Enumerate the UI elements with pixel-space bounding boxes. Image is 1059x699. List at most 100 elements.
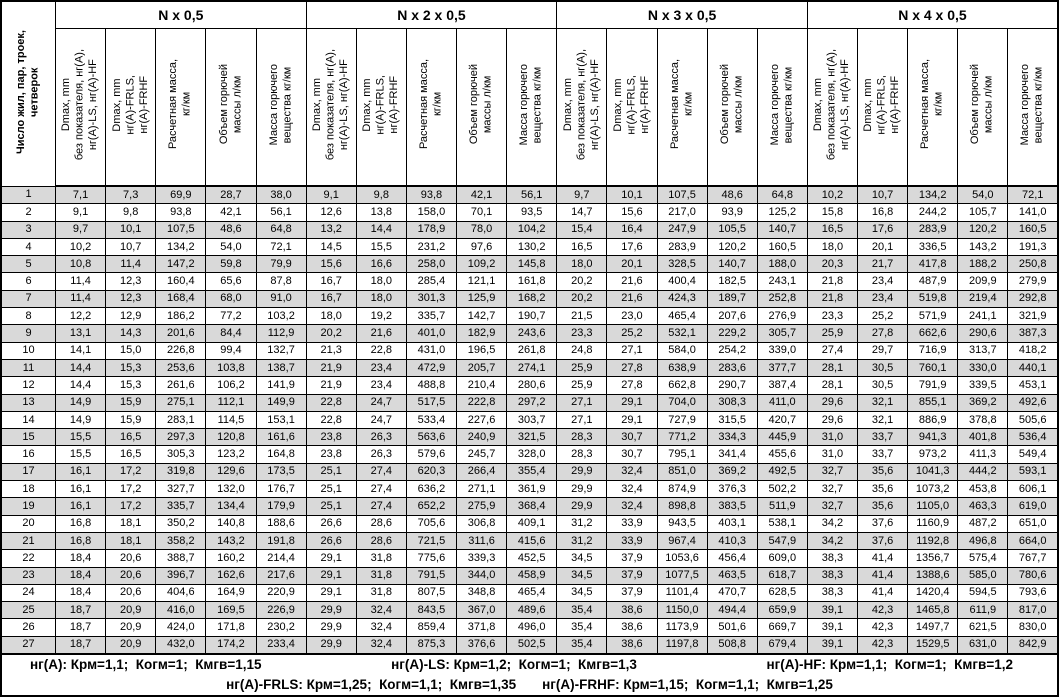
table-cell: 160,5 — [1007, 220, 1059, 239]
table-cell: 15,4 — [556, 220, 608, 239]
table-row: 5 10,8 11,4 147,2 59,8 79,9 15,6 16,6 258,0 109,2… — [0, 255, 1059, 274]
table-cell: 38,6 — [606, 601, 658, 620]
table-cell: 455,6 — [756, 445, 808, 464]
table-cell: 621,5 — [957, 618, 1009, 637]
column-header-row: Dmax, mm без показателя, нг(А), нг(А)-LS… — [1, 28, 1059, 187]
table-cell: 875,3 — [405, 635, 458, 655]
table-cell: 10,2 — [806, 185, 859, 205]
column-header-label: Масса горючего вещества кг/км — [518, 63, 544, 146]
column-header-label: Расчетная масса, кг/км — [418, 59, 444, 150]
row-number: 6 — [0, 272, 56, 291]
table-cell: 501,6 — [706, 618, 758, 637]
table-cell: 29,9 — [556, 497, 608, 516]
table-cell: 130,2 — [506, 237, 558, 257]
table-cell: 943,5 — [656, 514, 708, 533]
table-row: 1 7,1 7,3 69,9 28,7 38,0 9,1 9,8 93,8 42,1 56,1 9,7… — [0, 185, 1059, 205]
table-cell: 103,8 — [205, 358, 257, 378]
table-cell: 243,6 — [506, 324, 558, 343]
table-cell: 20,6 — [105, 566, 157, 585]
table-cell: 121,1 — [455, 272, 508, 291]
row-number: 22 — [0, 549, 56, 568]
table-cell: 266,4 — [455, 462, 508, 482]
table-cell: 29,9 — [556, 462, 608, 482]
table-cell: 453,8 — [957, 480, 1009, 499]
table-cell: 283,6 — [706, 358, 758, 378]
table-cell: 10,1 — [606, 185, 658, 205]
table-cell: 297,3 — [155, 428, 207, 447]
table-cell: 1465,8 — [907, 601, 959, 620]
table-cell: 21,6 — [355, 324, 407, 343]
table-cell: 716,9 — [907, 341, 959, 360]
table-cell: 99,4 — [205, 341, 257, 360]
table-cell: 217,0 — [656, 203, 708, 222]
table-cell: 26,6 — [305, 514, 357, 533]
table-cell: 109,2 — [455, 255, 508, 274]
table-cell: 31,8 — [355, 566, 407, 585]
coefficient-note: нг(А)-HF: Крм=1,1; Когм=1; Кмгв=1,2 — [766, 657, 1013, 673]
table-cell: 250,8 — [1007, 255, 1059, 274]
column-header-label: Dmax, mm без показателя, нг(А), нг(А)-LS… — [812, 48, 852, 161]
table-cell: 179,9 — [255, 497, 307, 516]
table-cell: 173,5 — [255, 462, 307, 482]
table-cell: 227,6 — [455, 410, 508, 430]
table-cell: 9,7 — [556, 185, 608, 205]
table-cell: 77,2 — [205, 307, 257, 326]
table-cell: 20,9 — [105, 618, 157, 637]
table-cell: 335,7 — [405, 307, 458, 326]
table-cell: 452,5 — [506, 549, 558, 568]
table-cell: 532,1 — [656, 324, 708, 343]
table-cell: 48,6 — [205, 220, 257, 239]
table-cell: 659,9 — [756, 601, 808, 620]
table-cell: 26,6 — [305, 531, 357, 551]
table-cell: 511,9 — [756, 497, 808, 516]
table-cell: 222,8 — [455, 393, 508, 412]
table-cell: 147,2 — [155, 255, 207, 274]
table-cell: 1105,0 — [907, 497, 959, 516]
table-row: 4 10,2 10,7 134,2 54,0 72,1 14,5 15,5 231,2 97,6 1… — [0, 237, 1059, 257]
table-cell: 13,2 — [305, 220, 357, 239]
table-cell: 487,2 — [957, 514, 1009, 533]
table-cell: 23,4 — [856, 272, 909, 291]
table-cell: 606,1 — [1007, 480, 1059, 499]
table-footer: нг(А): Крм=1,1; Когм=1; Кмгв=1,15 нг(А)-L… — [0, 653, 1059, 697]
table-cell: 855,1 — [907, 393, 959, 412]
table-cell: 874,9 — [656, 480, 708, 499]
table-cell: 9,1 — [54, 203, 107, 222]
column-header-label: Масса горючего вещества кг/км — [267, 63, 294, 146]
table-cell: 9,1 — [305, 185, 357, 205]
table-cell: 1077,5 — [656, 566, 708, 585]
table-cell: 210,4 — [455, 376, 508, 395]
table-cell: 18,4 — [54, 583, 107, 603]
table-cell: 15,3 — [105, 358, 157, 378]
table-cell: 311,6 — [455, 531, 508, 551]
table-cell: 37,9 — [606, 583, 658, 603]
table-cell: 807,5 — [405, 583, 458, 603]
table-cell: 70,1 — [455, 203, 508, 222]
row-number: 5 — [0, 255, 56, 274]
table-cell: 188,6 — [255, 514, 307, 533]
table-cell: 153,1 — [255, 410, 307, 430]
column-header: Масса горючего вещества кг/км — [506, 28, 558, 187]
table-cell: 32,7 — [806, 462, 859, 482]
table-row: 8 12,2 12,9 186,2 77,2 103,2 18,0 19,2 335,7 142,… — [0, 307, 1059, 326]
table-cell: 103,2 — [255, 307, 307, 326]
column-header: Расчетная масса, кг/км — [405, 28, 458, 187]
table-cell: 32,1 — [856, 410, 909, 430]
table-cell: 141,0 — [1007, 203, 1059, 222]
table-cell: 32,7 — [806, 480, 859, 499]
table-cell: 662,6 — [907, 324, 959, 343]
table-cell: 664,0 — [1007, 531, 1059, 551]
column-header: Dmax, mm нг(А)-FRLS, нг(А)-FRHF — [355, 28, 407, 187]
table-cell: 17,6 — [606, 237, 658, 257]
table-cell: 38,6 — [606, 618, 658, 637]
table-cell: 271,1 — [455, 480, 508, 499]
column-header: Dmax, mm нг(А)-FRLS, нг(А)-FRHF — [606, 28, 658, 187]
table-cell: 679,4 — [756, 635, 808, 655]
table-row: 13 14,9 15,9 275,1 112,1 149,9 22,8 24,7 517,5 22… — [0, 393, 1059, 412]
table-cell: 18,7 — [54, 618, 107, 637]
table-cell: 1497,7 — [907, 618, 959, 637]
table-cell: 32,4 — [355, 618, 407, 637]
table-cell: 276,9 — [756, 307, 808, 326]
column-header-label: Масса горючего вещества кг/км — [1019, 63, 1045, 146]
table-cell: 1388,6 — [907, 566, 959, 585]
